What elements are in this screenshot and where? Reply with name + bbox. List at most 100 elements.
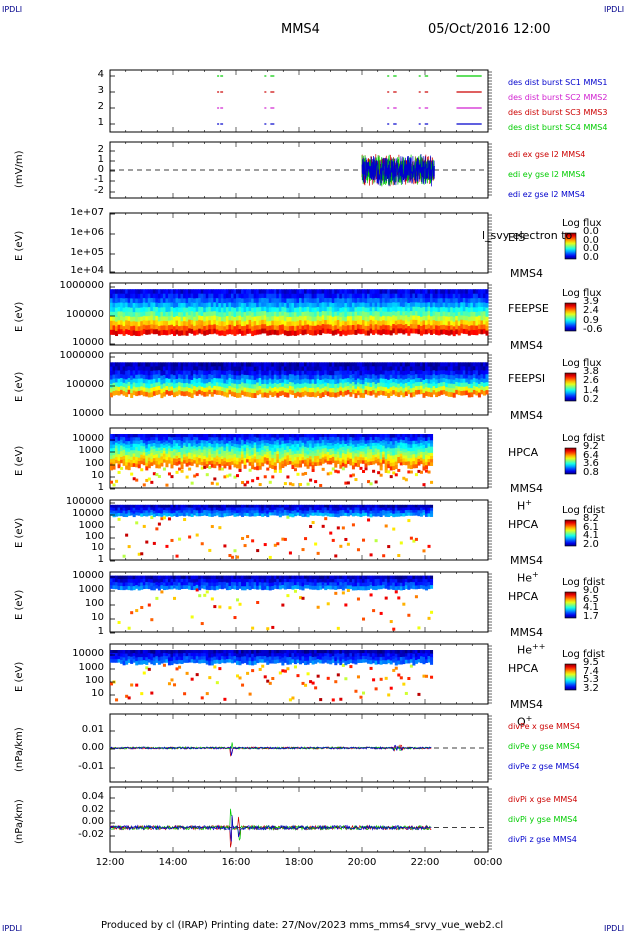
feepse-cell — [261, 306, 265, 312]
feepsi-cell — [379, 374, 383, 379]
feepse-cell — [440, 293, 444, 299]
hpca_h-cell — [351, 451, 355, 456]
feepse-cell — [462, 315, 466, 321]
feepse-cell — [205, 289, 209, 295]
feepse-cell — [127, 289, 131, 295]
feepsi-cell — [291, 378, 295, 383]
feepse-cell — [122, 298, 126, 304]
hpca_h-cell — [140, 460, 144, 465]
feepsi-cell — [225, 383, 229, 389]
feepse-cell — [359, 311, 363, 317]
hpca_h-speckle — [110, 480, 114, 484]
feepse-cell — [140, 289, 144, 295]
feepse-cell — [394, 298, 398, 304]
feepsi-cell — [271, 383, 275, 389]
hpca_h-cell — [329, 460, 333, 465]
feepse-cell — [122, 326, 126, 332]
feepse-cell — [130, 298, 134, 304]
feepse-cell — [389, 316, 393, 322]
feepse-cell — [195, 325, 199, 331]
feepsi-cell — [162, 387, 166, 393]
feepse-cell — [346, 298, 350, 304]
feepsi-cell — [442, 366, 446, 371]
feepse-cell — [230, 316, 234, 322]
feepse-cell — [248, 319, 252, 325]
feepsi-cell — [472, 378, 476, 383]
feepsi-cell — [193, 386, 197, 391]
feepsi-cell — [455, 378, 459, 383]
hpca_h-cell — [175, 446, 179, 451]
feepse-cell — [374, 293, 378, 299]
feepsi-cell — [414, 370, 418, 375]
feepse-cell — [261, 315, 265, 321]
hpca_h-cell — [324, 448, 328, 452]
feepsi-cell — [281, 386, 285, 392]
hpca_h-cell — [180, 458, 184, 463]
feepsi-cell — [147, 370, 151, 376]
feepse-cell — [198, 324, 202, 330]
feepse-cell — [326, 289, 330, 295]
hpca_he-cell — [210, 513, 214, 517]
feepsi-cell — [256, 370, 260, 375]
feepse-cell — [430, 325, 434, 331]
feepse-cell — [170, 329, 174, 335]
feepse-cell — [233, 321, 237, 327]
feepsi-cell — [387, 371, 391, 376]
feepse-cell — [432, 306, 436, 312]
hpca_he-cell — [243, 510, 247, 514]
feepse-cell — [258, 311, 262, 317]
feepsi-cell — [233, 387, 237, 393]
hpca_h-cell — [430, 456, 434, 460]
feepse-cell — [278, 298, 282, 304]
hpca_h-cell — [135, 440, 139, 445]
feepse-cell — [140, 302, 144, 308]
hpca_h-cell — [367, 446, 371, 450]
feepsi-cell — [200, 386, 204, 392]
hpca_h-cell — [142, 455, 146, 460]
hpca_h-speckle — [167, 472, 171, 476]
hpca_h-cell — [326, 436, 330, 441]
feepsi-cell — [208, 374, 212, 379]
feepse-cell — [425, 329, 429, 335]
feepsi-cell — [480, 389, 484, 395]
feepse-cell — [147, 289, 151, 295]
feepsi-cell — [321, 375, 325, 380]
hpca_h-cell — [188, 455, 192, 460]
hpca_h-cell — [349, 446, 353, 450]
feepse-cell — [162, 307, 166, 313]
hpca_h-cell — [132, 446, 136, 451]
hpca_he-cell — [157, 510, 161, 514]
hpca_he-cell — [147, 504, 151, 508]
feepse-cell — [193, 330, 197, 336]
hpca_h-cell — [183, 457, 187, 461]
hpca_h-cell — [230, 449, 234, 453]
feepsi-cell — [276, 379, 280, 385]
hpca_h-cell — [241, 445, 245, 450]
hpca_h-cell — [367, 458, 371, 463]
feepsi-cell — [455, 385, 459, 391]
feepsi-cell — [145, 379, 149, 384]
hpca_h-cell — [293, 460, 297, 465]
feepse-cell — [359, 298, 363, 304]
feepse-cell — [472, 311, 476, 317]
feepse-cell — [132, 298, 136, 304]
hpca_h-cell — [218, 434, 222, 438]
hpca_he-cell — [208, 510, 212, 514]
feepse-cell — [404, 315, 408, 321]
hpca_h-cell — [372, 452, 376, 456]
feepse-cell — [397, 306, 401, 312]
hpca_h-cell — [414, 434, 418, 438]
feepse-cell — [200, 315, 204, 321]
hpca_he-cell — [256, 512, 260, 516]
hpca_h-cell — [112, 451, 116, 456]
burst-frame — [109, 69, 489, 133]
hpca_h-cell — [205, 450, 209, 455]
feepse-colorbar — [564, 302, 577, 332]
feepse-cell — [142, 289, 146, 295]
hpca_he-speckle — [218, 526, 222, 530]
feepsi-cell — [419, 377, 423, 383]
feepsi-cell — [475, 370, 479, 376]
feepse-cell — [306, 324, 310, 330]
hpca_h-cell — [326, 434, 330, 438]
feepse-cell — [442, 315, 446, 321]
